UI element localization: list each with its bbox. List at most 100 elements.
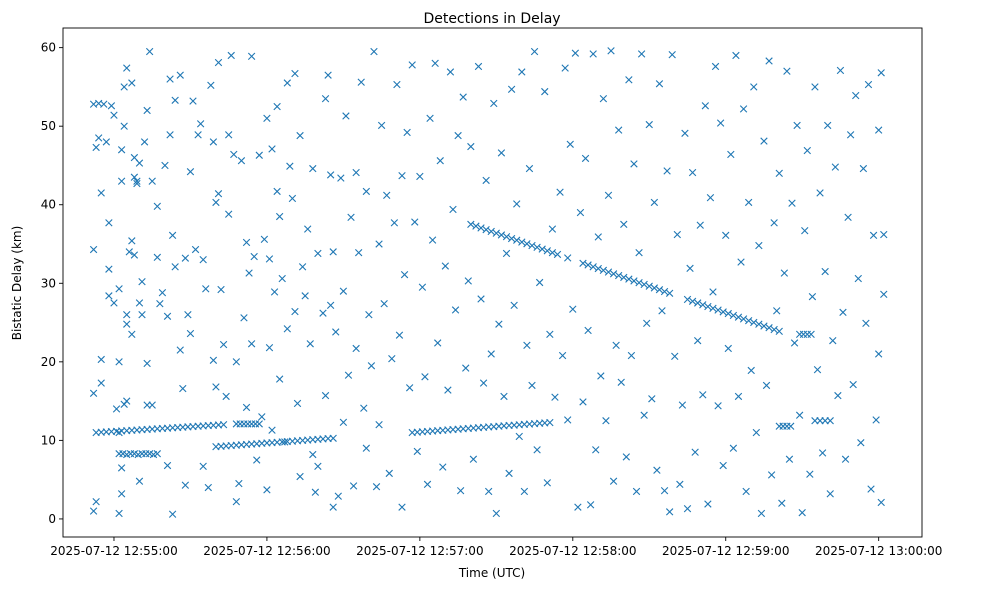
data-point [513, 200, 521, 208]
data-point [120, 83, 128, 91]
data-point [431, 59, 439, 68]
data-point [716, 119, 725, 127]
data-point [199, 256, 207, 264]
data-point [630, 277, 638, 285]
data-point [278, 274, 286, 283]
data-point [237, 157, 246, 165]
data-point [255, 151, 263, 159]
data-point [255, 420, 263, 428]
data-point [265, 344, 274, 352]
data-point [530, 47, 539, 56]
data-point [785, 455, 794, 463]
data-point [143, 359, 151, 368]
data-point [711, 62, 720, 71]
data-point [125, 248, 133, 256]
data-point [273, 102, 281, 111]
data-point [729, 311, 738, 320]
data-point [372, 483, 381, 491]
data-point [760, 137, 768, 145]
data-point [874, 126, 883, 134]
data-point [166, 75, 174, 83]
data-point [117, 177, 126, 185]
data-point [793, 121, 801, 130]
data-point [658, 307, 666, 315]
data-point [502, 249, 511, 258]
data-point [105, 292, 113, 300]
data-point [739, 315, 748, 323]
data-point [385, 469, 393, 478]
data-point [418, 283, 427, 291]
data-point [877, 498, 885, 507]
data-point [660, 486, 669, 495]
data-point [408, 61, 416, 69]
data-point [314, 249, 322, 258]
data-point [232, 358, 241, 366]
x-tick-label: 2025-07-12 13:00:00 [815, 544, 942, 558]
data-point [405, 384, 414, 392]
data-point [92, 143, 100, 152]
data-point [645, 282, 653, 290]
data-point [724, 344, 732, 353]
data-point [614, 126, 623, 134]
data-point [694, 336, 702, 345]
data-point [352, 168, 360, 177]
data-point [102, 138, 111, 146]
data-point [94, 134, 103, 142]
data-point [117, 464, 126, 472]
data-point [153, 202, 162, 210]
data-point [337, 174, 345, 182]
data-point [737, 258, 745, 266]
data-point [525, 164, 534, 173]
data-point [744, 198, 753, 207]
data-point [97, 189, 105, 197]
x-tick-label: 2025-07-12 12:58:00 [509, 544, 636, 558]
plot-frame [62, 27, 923, 538]
data-point [214, 58, 223, 67]
data-point [643, 319, 651, 328]
data-point [864, 80, 873, 89]
data-point [332, 328, 340, 336]
data-point [184, 311, 192, 319]
data-point [258, 413, 266, 421]
data-point [841, 455, 850, 463]
y-tick-label: 20 [41, 355, 56, 369]
data-point [449, 205, 457, 214]
data-point [790, 339, 799, 347]
data-point [752, 428, 761, 437]
data-point [283, 325, 291, 333]
data-point [398, 503, 406, 511]
data-point [306, 340, 314, 348]
data-point [349, 482, 358, 490]
data-point [171, 96, 179, 104]
data-point [110, 299, 118, 307]
data-point [734, 313, 743, 321]
data-point [329, 503, 337, 511]
data-point [558, 351, 567, 360]
data-point [110, 111, 118, 119]
data-point [561, 64, 569, 72]
data-point [701, 102, 710, 110]
data-point [354, 248, 363, 257]
data-point [224, 210, 233, 218]
data-point [324, 71, 332, 79]
data-point [627, 351, 636, 360]
y-axis-label: Bistatic Delay (km) [10, 226, 24, 341]
data-point [326, 171, 335, 179]
data-point [135, 477, 144, 485]
data-point [755, 320, 763, 328]
data-point [383, 191, 391, 199]
data-point [428, 236, 437, 244]
data-point [849, 380, 857, 389]
data-point [469, 455, 478, 463]
data-point [548, 225, 557, 233]
data-point [597, 372, 605, 380]
data-point [240, 314, 248, 322]
data-point [630, 160, 638, 168]
data-point [462, 364, 470, 372]
data-point [811, 83, 819, 91]
data-point [334, 492, 342, 500]
data-point [309, 450, 317, 459]
data-point [528, 381, 536, 390]
data-point [612, 341, 620, 350]
data-point [393, 80, 401, 89]
